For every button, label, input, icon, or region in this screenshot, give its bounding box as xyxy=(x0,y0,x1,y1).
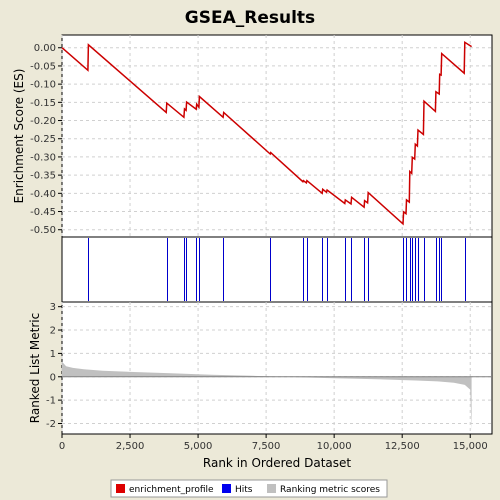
rank-y-tick-label: -1 xyxy=(46,396,56,407)
enrichment-plot-area xyxy=(61,34,493,238)
x-tick-label: 10,000 xyxy=(317,441,352,452)
es-y-tick-label: -0.15 xyxy=(30,98,56,109)
rank-y-tick-label: -2 xyxy=(46,419,56,430)
enrichment-grid xyxy=(61,35,492,237)
rank-y-axis-title: Ranked List Metric xyxy=(28,313,42,423)
es-y-tick-label: -0.35 xyxy=(30,171,56,182)
ranking-y-ticks: 3 2 1 0 -1 -2 xyxy=(46,302,62,430)
legend-swatch-ranking-metric xyxy=(267,484,276,493)
rank-y-tick-label: 0 xyxy=(50,372,56,383)
legend-box xyxy=(110,479,388,498)
x-tick-label: 7,500 xyxy=(252,441,281,452)
x-tick-label: 5,000 xyxy=(184,441,213,452)
enrichment-panel: 0.00 -0.05 -0.10 -0.15 -0.20 -0.25 -0.30 -0.35 -… xyxy=(30,34,493,238)
chart-title: GSEA_Results xyxy=(185,8,315,28)
x-axis-title: Rank in Ordered Dataset xyxy=(203,456,351,470)
x-tick-label: 0 xyxy=(59,441,65,452)
x-tick-label: 12,500 xyxy=(385,441,420,452)
es-y-tick-label: -0.45 xyxy=(30,207,56,218)
ranking-grid xyxy=(61,302,492,434)
x-tick-label: 15,000 xyxy=(453,441,488,452)
ranking-panel: 3 2 1 0 -1 -2 0 2,500 5,000 7,500 10,000 12,500 15,… xyxy=(46,301,493,452)
rank-y-tick-label: 1 xyxy=(50,349,56,360)
legend-swatch-enrichment-profile xyxy=(116,484,125,493)
hit-markers xyxy=(88,238,466,301)
ranking-metric-area xyxy=(62,361,472,431)
rank-y-tick-label: 2 xyxy=(50,326,56,337)
legend-swatch-hits xyxy=(222,484,231,493)
es-y-tick-label: 0.00 xyxy=(34,43,56,54)
legend-label-hits: Hits xyxy=(235,485,253,495)
es-y-tick-label: -0.40 xyxy=(30,189,56,200)
hits-plot-area xyxy=(61,236,493,303)
enrichment-y-ticks: 0.00 -0.05 -0.10 -0.15 -0.20 -0.25 -0.30 -0.35 -… xyxy=(30,43,62,236)
legend-label-enrichment-profile: enrichment_profile xyxy=(129,485,214,495)
rank-y-tick-label: 3 xyxy=(50,302,56,313)
es-y-tick-label: -0.20 xyxy=(30,116,56,127)
es-y-tick-label: -0.25 xyxy=(30,134,56,145)
hits-panel xyxy=(61,236,493,303)
es-y-tick-label: -0.05 xyxy=(30,61,56,72)
enrichment-profile-line xyxy=(61,40,473,226)
es-y-tick-label: -0.10 xyxy=(30,80,56,91)
ranking-plot-area xyxy=(61,301,493,435)
es-y-axis-title: Enrichment Score (ES) xyxy=(12,69,26,204)
legend: enrichment_profile Hits Ranking metric s… xyxy=(110,479,388,498)
ranking-x-ticks: 0 2,500 5,000 7,500 10,000 12,500 15,000 xyxy=(59,434,488,452)
es-y-tick-label: -0.50 xyxy=(30,225,56,236)
es-y-tick-label: -0.30 xyxy=(30,152,56,163)
legend-label-ranking-metric: Ranking metric scores xyxy=(280,485,380,495)
x-tick-label: 2,500 xyxy=(116,441,145,452)
